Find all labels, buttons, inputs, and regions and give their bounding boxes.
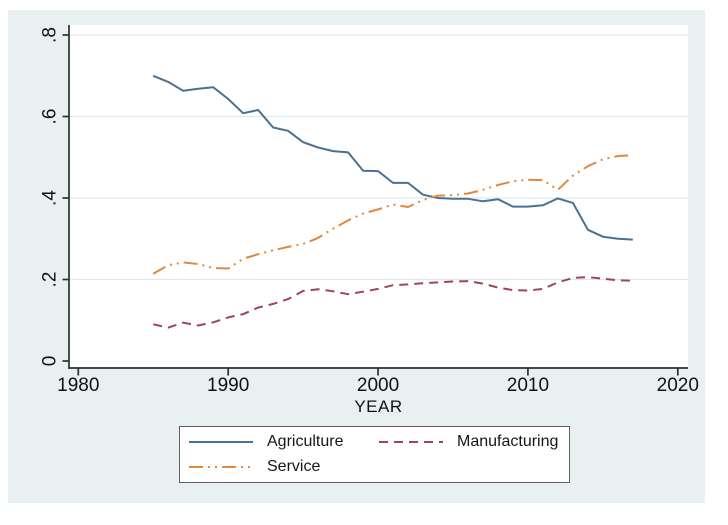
y-tick-label: .2 bbox=[40, 272, 61, 288]
service-line bbox=[152, 154, 633, 275]
x-tick-label: 2020 bbox=[657, 375, 699, 396]
y-tick-label: .4 bbox=[40, 190, 61, 206]
y-tick-label: .8 bbox=[40, 27, 61, 43]
legend-row-1: Agriculture Manufacturing bbox=[189, 431, 569, 453]
x-tick-label: 2000 bbox=[357, 375, 399, 396]
legend-label-service: Service bbox=[267, 458, 321, 475]
x-axis-title: YEAR bbox=[354, 397, 403, 416]
legend-item-service: Service bbox=[189, 458, 379, 476]
manufacturing-line bbox=[152, 276, 633, 329]
legend-item-manufacturing: Manufacturing bbox=[379, 433, 558, 451]
plot-area bbox=[69, 25, 688, 368]
x-tick-label: 1990 bbox=[207, 375, 249, 396]
manufacturing-line-swatch bbox=[379, 441, 443, 443]
legend-row-2: Service bbox=[189, 456, 569, 478]
chart-legend: Agriculture Manufacturing Service bbox=[179, 426, 570, 483]
line-chart-plot: 0 .2 .4 .6 .8 1980 1990 2000 2010 2020 bbox=[40, 25, 699, 396]
legend-label-manufacturing: Manufacturing bbox=[457, 433, 559, 450]
y-tick-label: .6 bbox=[40, 109, 61, 125]
x-tick-label: 1980 bbox=[57, 375, 99, 396]
y-tick-label: 0 bbox=[40, 356, 61, 367]
chart-canvas: 0 .2 .4 .6 .8 1980 1990 2000 2010 2020 YEAR Agric… bbox=[8, 10, 705, 503]
legend-item-agriculture: Agriculture bbox=[189, 433, 379, 451]
agriculture-line bbox=[152, 74, 633, 241]
x-tick-label: 2010 bbox=[507, 375, 549, 396]
agriculture-line-swatch bbox=[189, 441, 253, 443]
legend-label-agriculture: Agriculture bbox=[267, 433, 344, 450]
service-line-swatch bbox=[189, 466, 253, 468]
